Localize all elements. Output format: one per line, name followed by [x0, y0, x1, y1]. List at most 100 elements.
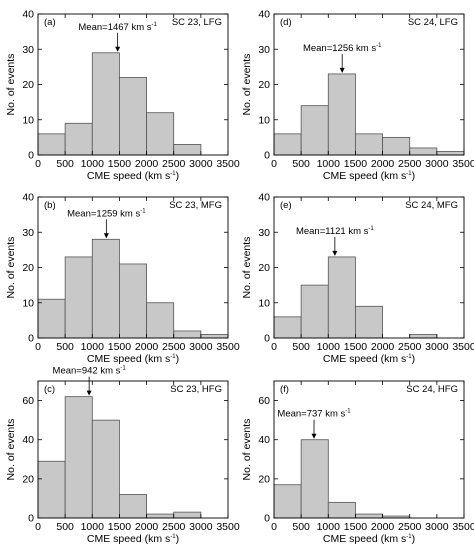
- x-tick-label: 0: [35, 521, 41, 533]
- x-tick-label: 1000: [81, 341, 105, 353]
- x-axis-title-text: CME speed (km s: [87, 533, 170, 545]
- x-axis-title: CME speed (km s-1): [87, 353, 179, 365]
- x-axis-title-close: ): [412, 533, 416, 545]
- histogram-bar: [273, 316, 302, 339]
- y-tick-label: 40: [22, 434, 34, 446]
- x-axis-title-close: ): [176, 353, 180, 365]
- y-tick-label: 40: [22, 9, 34, 21]
- y-tick-label: 60: [258, 395, 270, 407]
- histogram-bar: [37, 460, 66, 519]
- y-tick-label: 30: [258, 44, 270, 56]
- histogram-bar: [146, 302, 175, 339]
- histogram-bar: [409, 147, 438, 156]
- y-tick-label: 0: [28, 150, 34, 162]
- x-tick-label: 1000: [317, 341, 341, 353]
- panel-title: SC 24, MFG: [405, 200, 458, 211]
- x-tick-label: 1500: [108, 158, 132, 170]
- x-axis-title-sup: -1: [170, 171, 176, 177]
- histogram-bar: [355, 305, 383, 339]
- x-tick-label: 500: [56, 521, 74, 533]
- x-tick-label: 3500: [452, 521, 474, 533]
- x-tick-label: 500: [292, 341, 310, 353]
- panel-letter: (d): [280, 17, 292, 28]
- x-axis-title-sup: -1: [406, 534, 412, 540]
- mean-label: Mean=737 km s-1: [277, 409, 351, 420]
- y-tick-label: 60: [22, 395, 34, 407]
- x-axis-title-text: CME speed (km s: [323, 353, 406, 365]
- mean-label-sup: -1: [152, 22, 158, 28]
- histogram-bar: [64, 396, 93, 519]
- x-tick-label: 2000: [135, 158, 159, 170]
- y-axis-title: No. of events: [5, 419, 17, 481]
- x-tick-label: 3000: [189, 341, 213, 353]
- mean-label: Mean=1121 km s-1: [296, 226, 374, 237]
- mean-label: Mean=1256 km s-1: [303, 43, 382, 54]
- histogram-bar: [300, 439, 329, 519]
- panel-title: SC 24, LFG: [408, 17, 458, 28]
- y-tick-label: 10: [258, 297, 270, 309]
- x-tick-label: 2500: [162, 341, 186, 353]
- x-tick-label: 0: [35, 341, 41, 353]
- x-tick-label: 500: [292, 158, 310, 170]
- panel-title: SC 24, HFG: [406, 384, 458, 395]
- y-tick-label: 0: [264, 333, 270, 345]
- mean-label-text: Mean=1121 km s: [296, 226, 369, 237]
- x-axis-title-sup: -1: [170, 354, 176, 360]
- histogram-panel: 0 20 40 60 0 500 1000 1500 2000 2500 3000 3500 CME s…: [5, 366, 240, 545]
- y-tick-label: 20: [22, 262, 34, 274]
- histogram-bar: [300, 105, 329, 156]
- x-tick-label: 1500: [344, 521, 368, 533]
- mean-label-text: Mean=1259 km s: [67, 208, 140, 219]
- y-tick-label: 10: [22, 297, 34, 309]
- x-axis-title: CME speed (km s-1): [323, 533, 415, 545]
- histogram-bar: [64, 122, 93, 156]
- x-tick-label: 1500: [344, 341, 368, 353]
- y-axis-title: No. of events: [5, 237, 17, 299]
- y-tick-label: 40: [258, 192, 270, 204]
- x-tick-label: 3000: [425, 158, 449, 170]
- x-tick-label: 2500: [398, 158, 422, 170]
- y-tick-label: 40: [258, 9, 270, 21]
- y-tick-label: 0: [264, 513, 270, 525]
- panel-letter: (f): [280, 384, 289, 395]
- mean-label-sup: -1: [140, 208, 146, 214]
- x-tick-label: 1500: [108, 341, 132, 353]
- mean-label-text: Mean=1256 km s: [303, 43, 376, 54]
- mean-arrowhead: [339, 67, 345, 73]
- mean-label-sup: -1: [120, 366, 126, 372]
- histogram-panel: 0 10 20 30 40 0 500 1000 1500 2000 2500 3000 3500 CME…: [5, 192, 240, 366]
- histogram-panel: 0 10 20 30 40 0 500 1000 1500 2000 2500 3000 3500 CME…: [5, 9, 240, 183]
- x-tick-label: 2000: [371, 158, 395, 170]
- y-tick-label: 0: [264, 150, 270, 162]
- panel-title: SC 23, LFG: [172, 17, 222, 28]
- mean-arrowhead: [311, 433, 317, 439]
- x-axis-title-sup: -1: [406, 354, 412, 360]
- x-tick-label: 1500: [108, 521, 132, 533]
- histogram-bar: [327, 73, 356, 156]
- mean-label: Mean=942 km s-1: [53, 366, 127, 377]
- y-tick-label: 10: [22, 114, 34, 126]
- histogram-panel: 0 10 20 30 40 0 500 1000 1500 2000 2500 3000 3500 CME…: [241, 9, 474, 183]
- histogram-bar: [409, 334, 438, 339]
- x-tick-label: 3500: [216, 158, 240, 170]
- x-tick-label: 2000: [371, 521, 395, 533]
- histogram-bar: [64, 256, 93, 339]
- x-tick-label: 2500: [398, 341, 422, 353]
- y-axis-title: No. of events: [5, 54, 17, 116]
- x-tick-label: 1000: [317, 158, 341, 170]
- mean-label: Mean=1467 km s-1: [78, 22, 157, 33]
- x-tick-label: 3000: [425, 341, 449, 353]
- mean-label-text: Mean=737 km s: [277, 409, 345, 420]
- panel-title: SC 23, MFG: [169, 200, 222, 211]
- panel-title: SC 23, HFG: [170, 384, 222, 395]
- histogram-bar: [119, 77, 147, 156]
- x-axis-title-text: CME speed (km s: [323, 533, 406, 545]
- histogram-bar: [173, 330, 202, 339]
- panel-letter: (b): [44, 200, 56, 211]
- panel-letter: (e): [280, 200, 292, 211]
- histogram-panel: 0 10 20 30 40 0 500 1000 1500 2000 2500 3000 3500 CME…: [241, 192, 474, 366]
- y-tick-label: 10: [258, 114, 270, 126]
- mean-label-text: Mean=1467 km s: [78, 22, 151, 33]
- y-tick-label: 20: [258, 79, 270, 91]
- histogram-bar: [91, 52, 120, 156]
